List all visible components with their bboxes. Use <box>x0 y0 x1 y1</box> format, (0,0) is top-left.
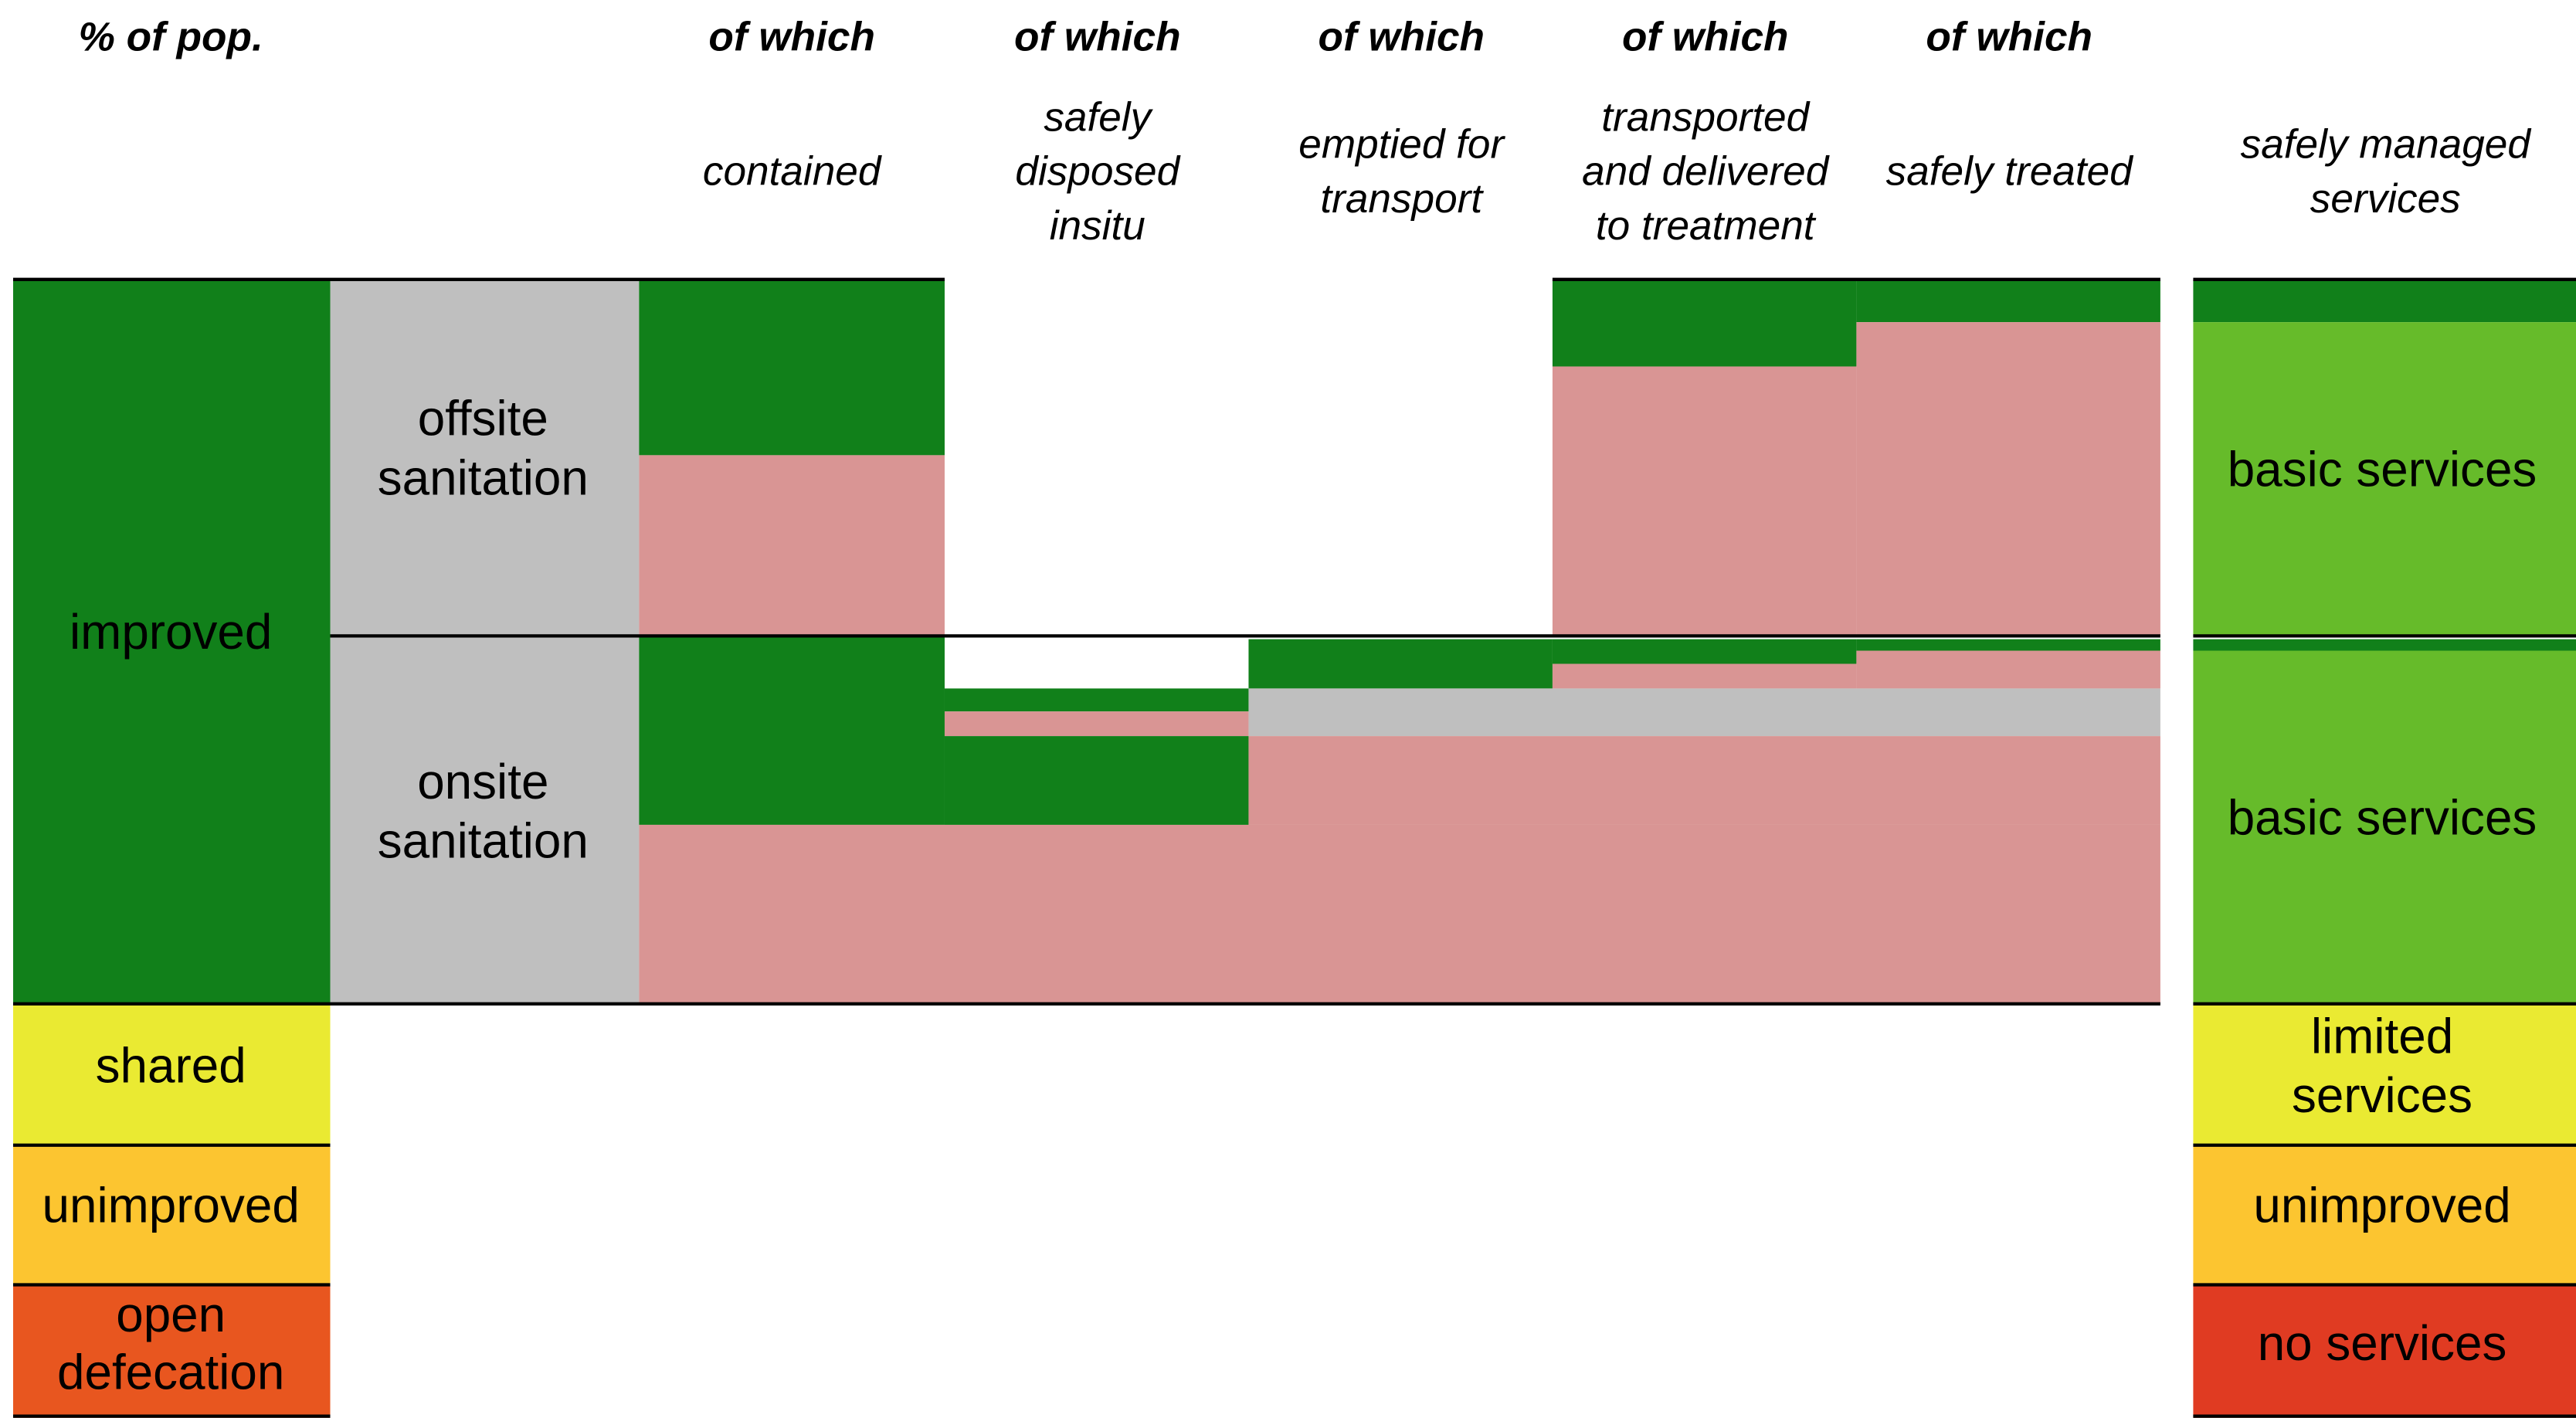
safe-segment <box>1552 279 1857 367</box>
no-services-block <box>2193 1284 2576 1418</box>
header-text: to treatment <box>1596 203 1817 249</box>
dividers <box>13 277 2576 1418</box>
header-top: of which <box>1318 14 1485 59</box>
row-label: unimproved <box>42 1178 300 1233</box>
unsafe-segment <box>1552 366 1857 636</box>
header-text: and delivered <box>1582 149 1830 195</box>
safe-segment <box>1248 639 1553 689</box>
service-label: unimproved <box>2253 1178 2510 1233</box>
row-label: open <box>116 1287 226 1342</box>
blocks <box>13 279 2576 1418</box>
row-label: sanitation <box>378 449 589 505</box>
header-top: of which <box>708 14 875 59</box>
header-text: insitu <box>1050 203 1145 249</box>
header-top: of which <box>1926 14 2092 59</box>
header-text: services <box>2310 176 2461 222</box>
row-label: offsite <box>418 391 548 446</box>
safe-segment <box>944 688 1249 712</box>
row-label: shared <box>96 1038 246 1094</box>
safe-segment <box>1552 639 1857 664</box>
unsafe-segment <box>1248 736 2160 825</box>
header-text: safely treated <box>1886 149 2134 195</box>
shared-block <box>13 1003 331 1145</box>
header-top: of which <box>1622 14 1789 59</box>
row-label: defecation <box>57 1344 284 1399</box>
unsafe-segment <box>944 711 1249 737</box>
service-label: services <box>2292 1067 2472 1123</box>
safe-segment <box>639 279 945 456</box>
basic-block <box>2193 322 2576 636</box>
safely-managed-block <box>2193 639 2576 651</box>
unsafe-segment <box>639 455 945 636</box>
header-left: % of pop. <box>79 14 263 59</box>
header-text: contained <box>703 149 882 195</box>
row-label: sanitation <box>378 812 589 868</box>
unsafe-segment <box>1856 650 2160 689</box>
safely-managed-block <box>2193 279 2576 323</box>
safe-segment <box>944 736 1249 825</box>
improved-block <box>13 279 331 1004</box>
header-text: emptied for <box>1298 122 1505 168</box>
unsafe-segment <box>1856 322 2160 636</box>
limited-block <box>2193 1003 2576 1145</box>
basic-block <box>2193 650 2576 1004</box>
row-label: onsite <box>417 754 548 809</box>
header-text: transport <box>1320 176 1484 222</box>
safe-segment <box>1856 639 2160 651</box>
unimproved-block <box>2193 1145 2576 1285</box>
service-label: limited <box>2311 1008 2453 1064</box>
unsafe-segment <box>1552 663 1857 689</box>
open-defecation-block <box>13 1284 331 1418</box>
safe-segment <box>639 636 945 825</box>
header-text: safely managed <box>2241 122 2532 168</box>
unsafe-segment <box>639 824 2160 1004</box>
row-label: improved <box>70 604 272 660</box>
sanitation-block <box>330 279 640 1004</box>
header-text: safely <box>1044 95 1153 141</box>
service-label: basic services <box>2228 442 2537 497</box>
safe-segment <box>1856 279 2160 323</box>
header-top: of which <box>1014 14 1181 59</box>
neutral-segment <box>1248 688 2160 737</box>
header-text: disposed <box>1015 149 1180 195</box>
service-label: no services <box>2258 1315 2507 1371</box>
service-label: basic services <box>2228 790 2537 846</box>
unimproved-block <box>13 1145 331 1285</box>
header-text: transported <box>1601 95 1810 141</box>
